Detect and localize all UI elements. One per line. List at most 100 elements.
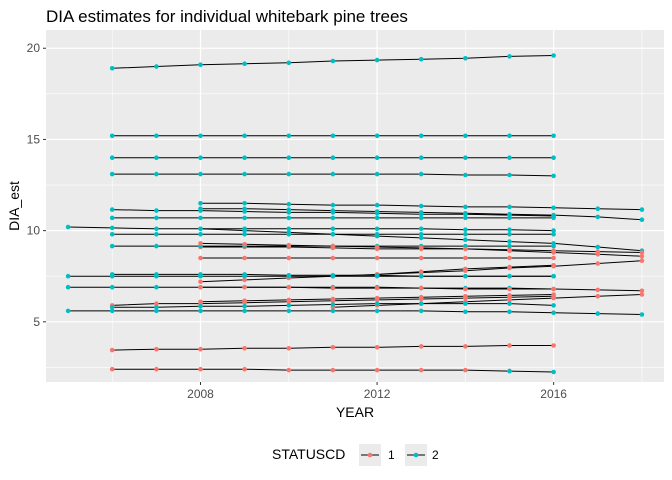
tree-point	[507, 239, 512, 244]
tree-point	[374, 209, 380, 214]
tree-point	[595, 311, 601, 316]
tree-point	[463, 237, 468, 242]
tree-point	[551, 295, 556, 301]
tree-point	[551, 133, 556, 139]
tree-point	[418, 255, 424, 261]
tree-point	[463, 309, 468, 315]
tree-point	[154, 155, 159, 160]
tree-point	[463, 211, 468, 216]
tree-point	[109, 155, 115, 160]
tree-point	[595, 287, 601, 293]
tree-point	[109, 304, 115, 310]
tree-point	[418, 155, 424, 160]
tree-point	[109, 171, 115, 177]
tree-point	[242, 308, 247, 314]
tree-point	[242, 298, 247, 304]
tree-point	[109, 366, 115, 372]
tree-point	[286, 230, 292, 235]
tree-point	[551, 310, 556, 316]
tree-point	[463, 255, 468, 261]
tree-point	[154, 232, 159, 237]
tree-point	[507, 243, 512, 249]
tree-point	[374, 367, 380, 373]
tree-point	[198, 206, 203, 211]
tree-point	[330, 367, 336, 373]
tree-point	[507, 286, 512, 292]
x-axis-title: YEAR	[336, 404, 374, 420]
tree-point	[639, 217, 645, 222]
tree-point	[109, 243, 115, 249]
tree-point	[330, 255, 336, 261]
tree-point	[330, 296, 336, 302]
tree-point	[286, 133, 292, 139]
tree-point	[286, 308, 292, 314]
tree-point	[198, 155, 203, 160]
tree-point	[507, 204, 512, 210]
chart-title: DIA estimates for individual whitebark p…	[46, 7, 408, 26]
tree-point	[65, 273, 71, 279]
tree-point	[463, 172, 468, 178]
tree-point	[154, 64, 159, 69]
legend-key-2-dot	[413, 452, 419, 458]
tree-point	[507, 265, 512, 271]
tree-point	[154, 284, 159, 290]
legend-key-1-dot	[367, 452, 373, 458]
tree-point	[551, 263, 556, 269]
tree-point	[330, 285, 336, 291]
tree-point	[463, 227, 468, 232]
legend-label-1: 1	[388, 448, 395, 462]
tree-point	[418, 210, 424, 215]
tree-point	[65, 224, 71, 230]
tree-point	[286, 226, 292, 232]
tree-line	[112, 368, 510, 372]
tree-point	[463, 294, 468, 299]
major-gridlines	[46, 30, 664, 382]
tree-point	[109, 284, 115, 290]
tree-point	[374, 155, 380, 160]
tree-point	[242, 277, 247, 283]
tree-point	[330, 202, 336, 208]
tree-point	[242, 171, 247, 177]
tree-point	[551, 255, 556, 261]
tree-point	[330, 208, 336, 213]
x-axis: 2008 2012 2016	[187, 382, 567, 401]
tree-point	[242, 201, 247, 206]
tree-point	[198, 346, 203, 352]
tree-point	[639, 250, 645, 255]
tree-point	[330, 226, 336, 232]
tree-point	[507, 293, 512, 298]
tree-point	[418, 203, 424, 209]
tree-point	[109, 225, 115, 231]
tree-point	[374, 295, 380, 301]
tree-point	[551, 232, 556, 237]
y-tick-label: 20	[27, 41, 41, 55]
tree-point	[595, 252, 601, 257]
tree-point	[286, 207, 292, 212]
tree-point	[507, 343, 512, 348]
tree-point	[463, 204, 468, 210]
x-tick-label: 2012	[364, 387, 391, 401]
tree-point	[286, 171, 292, 177]
tree-point	[242, 255, 247, 261]
tree-point	[109, 232, 115, 237]
tree-point	[242, 304, 247, 309]
tree-point	[286, 215, 292, 221]
tree-point	[595, 244, 601, 250]
tree-point	[330, 133, 336, 139]
tree-point	[551, 343, 556, 348]
tree-point	[286, 60, 292, 66]
tree-point	[242, 242, 247, 247]
tree-point	[551, 273, 556, 279]
tree-point	[463, 268, 468, 274]
tree-point	[374, 308, 380, 314]
tree-point	[463, 301, 468, 306]
tree-point	[330, 171, 336, 177]
tree-point	[639, 207, 645, 212]
tree-point	[330, 243, 336, 249]
tree-point	[418, 273, 424, 279]
tree-point	[330, 58, 336, 64]
tree-point	[507, 172, 512, 178]
tree-point	[551, 250, 556, 255]
tree-point	[286, 155, 292, 160]
tree-point	[595, 261, 601, 266]
